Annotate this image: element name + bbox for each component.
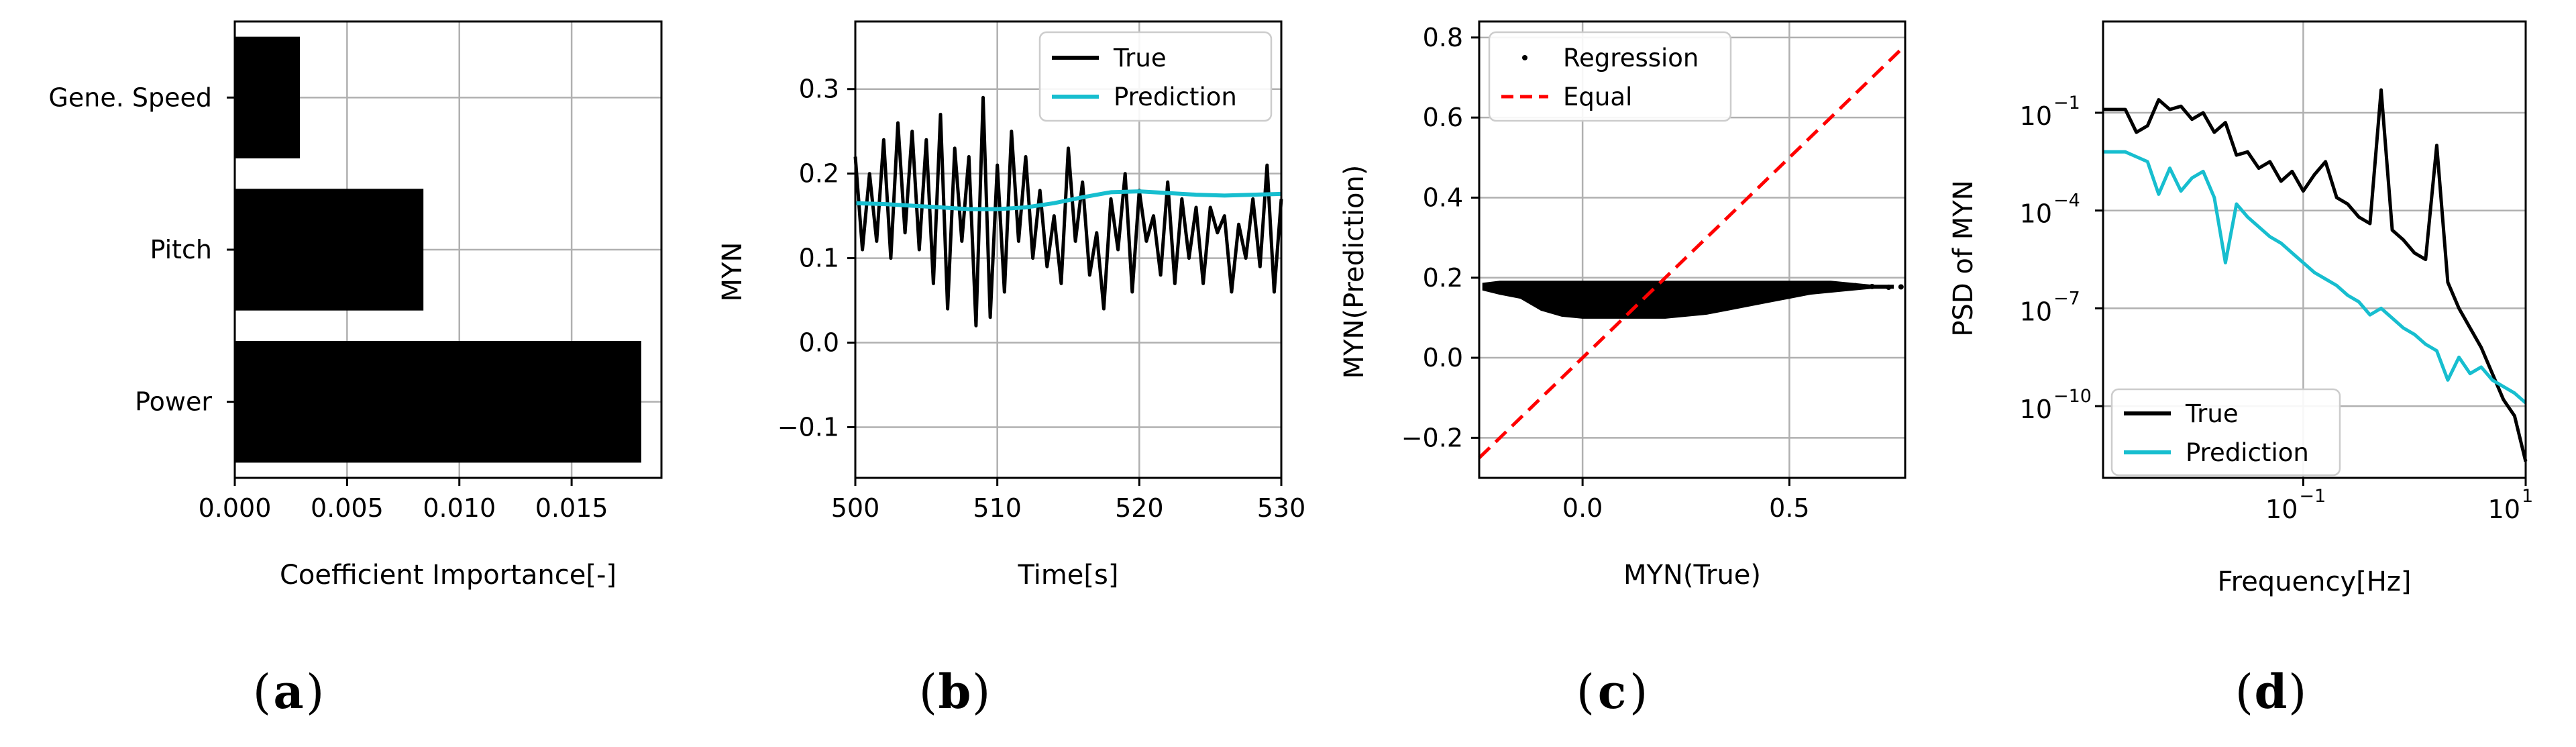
category-label: Pitch (150, 235, 212, 264)
xtick-label: 10 (2488, 495, 2520, 524)
ytick-label: −0.1 (777, 412, 839, 442)
subfigure-paren-close: ) (972, 664, 990, 719)
ytick-label: 0.2 (799, 159, 839, 189)
regression-point (1886, 285, 1892, 291)
ytick-label: −0.2 (1401, 423, 1463, 452)
subfigure-paren-open: ( (253, 664, 271, 719)
regression-point-cloud (1482, 281, 1894, 319)
ytick-label: 10 (2020, 395, 2052, 424)
subfigure-label: d (2255, 664, 2288, 719)
equal-line (1478, 44, 1907, 459)
ytick-label: 0.2 (1423, 263, 1463, 293)
x-axis-label: Frequency[Hz] (2218, 566, 2412, 597)
plot-frame-d (2102, 20, 2527, 479)
ytick-exponent: −10 (2053, 386, 2092, 407)
subfigure-label: a (273, 664, 303, 719)
y-axis-label: PSD of MYN (1948, 180, 1979, 336)
subfigure-paren-open: ( (1576, 664, 1595, 719)
xtick-label: 0.015 (535, 493, 608, 523)
ytick-label: 0.3 (799, 74, 839, 104)
series-line-prediction (2103, 150, 2527, 405)
subfigure-label: b (938, 664, 971, 719)
plot-frame-a (233, 20, 663, 479)
subfigure-label: c (1598, 664, 1627, 719)
legend-label: True (1113, 44, 1167, 72)
ytick-label: 0.1 (799, 244, 839, 273)
series-line-true (2103, 88, 2528, 462)
legend-label: Regression (1563, 44, 1699, 72)
legend-swatch-regression (1522, 55, 1527, 60)
plot-frame-b (854, 20, 1283, 479)
legend-label: Prediction (2186, 438, 2309, 467)
bar-pitch (235, 189, 424, 311)
legend-label: Prediction (1114, 83, 1237, 111)
subfigure-paren-open: ( (919, 664, 937, 719)
xtick-label: 500 (831, 493, 880, 523)
ytick-exponent: −1 (2053, 93, 2080, 113)
xtick-label: 0.000 (199, 493, 272, 523)
ytick-label: 0.4 (1423, 183, 1463, 212)
xtick-label: 0.010 (423, 493, 496, 523)
xtick-label: 10 (2265, 495, 2298, 524)
ytick-label: 0.8 (1423, 23, 1463, 52)
subfigure-paren-close: ) (2288, 664, 2306, 719)
ytick-label: 10 (2020, 101, 2052, 131)
series-line-true (853, 95, 1283, 328)
category-label: Power (135, 387, 212, 417)
x-axis-label: MYN(True) (1623, 560, 1761, 591)
x-axis-label: Coefficient Importance[-] (280, 560, 616, 591)
xtick-exponent: −1 (2299, 486, 2326, 507)
subfigure-paren-close: ) (306, 664, 324, 719)
x-axis-label: Time[s] (1018, 560, 1119, 591)
xtick-label: 530 (1257, 493, 1306, 523)
plot-frame-c (1478, 20, 1907, 479)
xtick-label: 0.5 (1769, 493, 1809, 523)
xtick-label: 0.005 (311, 493, 384, 523)
xtick-label: 520 (1115, 493, 1164, 523)
regression-point (1869, 283, 1875, 289)
ytick-label: 0.0 (799, 328, 839, 358)
category-label: Gene. Speed (48, 83, 212, 112)
xtick-exponent: 1 (2522, 486, 2533, 507)
ytick-label: 0.0 (1423, 343, 1463, 372)
ytick-label: 0.6 (1423, 103, 1463, 132)
regression-point (1485, 283, 1491, 289)
ytick-exponent: −4 (2053, 191, 2080, 211)
regression-point (1853, 283, 1859, 289)
legend-label: Equal (1563, 83, 1632, 111)
series-line-prediction (855, 189, 1282, 211)
subfigure-paren-open: ( (2235, 664, 2253, 719)
ytick-label: 10 (2020, 199, 2052, 229)
ytick-label: 10 (2020, 297, 2052, 326)
ytick-exponent: −7 (2053, 288, 2080, 309)
bar-power (235, 341, 641, 463)
xtick-label: 0.0 (1562, 493, 1603, 523)
subfigure-paren-close: ) (1629, 664, 1648, 719)
y-axis-label: MYN(Prediction) (1339, 165, 1370, 379)
bar-gene-speed (235, 36, 301, 158)
y-axis-label: MYN (717, 242, 748, 302)
legend-box (1488, 31, 1732, 122)
legend-label: True (2185, 399, 2239, 428)
xtick-label: 510 (973, 493, 1022, 523)
regression-point (1898, 284, 1904, 290)
